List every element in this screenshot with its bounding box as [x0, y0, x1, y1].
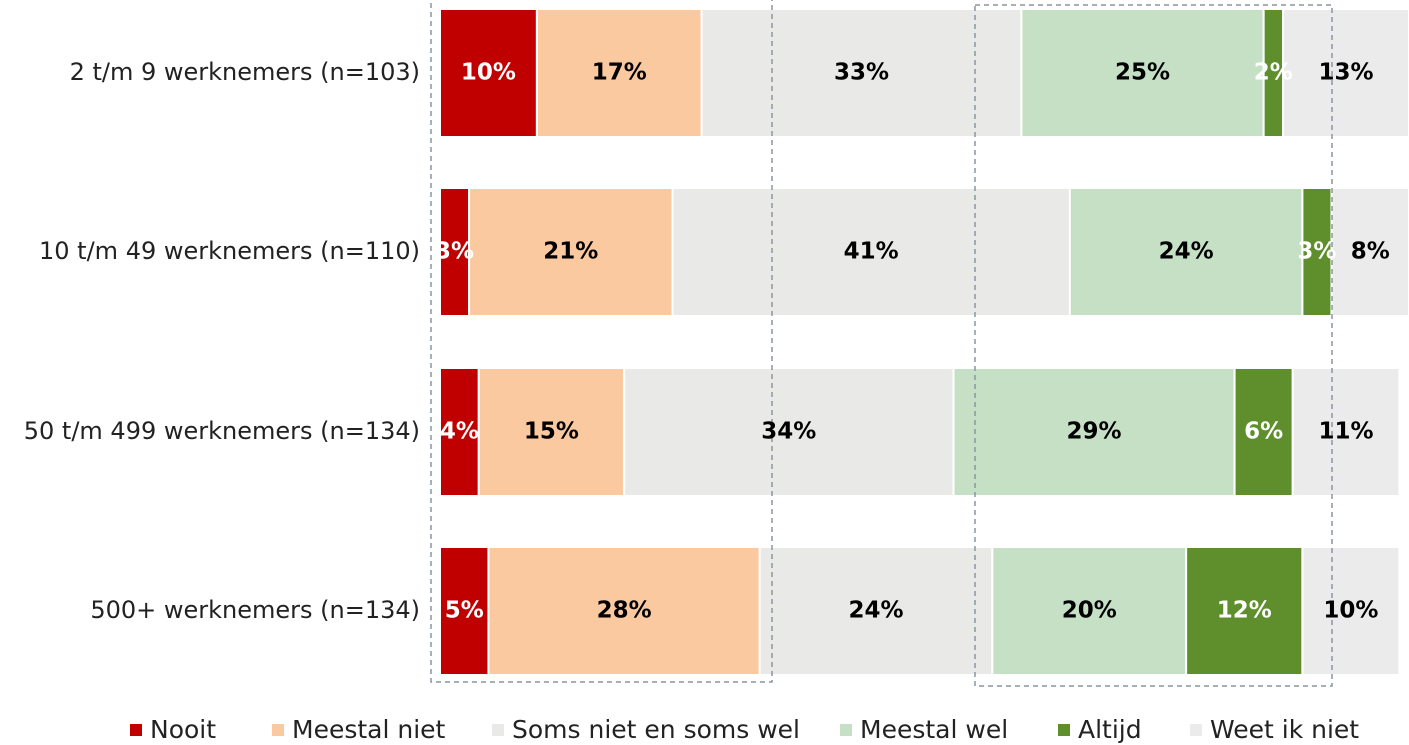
legend-label: Nooit	[150, 715, 216, 744]
value-label: 20%	[1062, 598, 1117, 624]
legend-label: Meestal wel	[860, 715, 1008, 744]
legend-swatch	[492, 724, 504, 736]
legend-swatch	[272, 724, 284, 736]
bar-segment	[1291, 367, 1401, 497]
bar-segment	[758, 546, 994, 676]
bar-segment	[439, 546, 490, 676]
value-label: 3%	[1297, 239, 1336, 265]
value-label: 11%	[1318, 419, 1373, 445]
value-label: 17%	[592, 60, 647, 86]
bar-segment	[700, 8, 1023, 138]
legend-swatch	[1058, 724, 1070, 736]
legend-label: Weet ik niet	[1210, 715, 1359, 744]
value-label: 13%	[1318, 60, 1373, 86]
value-label: 21%	[543, 239, 598, 265]
value-label: 3%	[435, 239, 474, 265]
bar-segment	[439, 187, 471, 317]
bar-segment	[623, 367, 955, 497]
category-label: 500+ werknemers (n=134)	[90, 596, 420, 624]
category-label: 10 t/m 49 werknemers (n=110)	[39, 237, 420, 265]
category-label: 2 t/m 9 werknemers (n=103)	[70, 58, 420, 86]
bar-segment	[477, 367, 626, 497]
bar-segment	[439, 8, 538, 138]
value-label: 29%	[1067, 419, 1122, 445]
value-label: 10%	[1323, 598, 1378, 624]
bar-segment	[1185, 546, 1304, 676]
bar-segment	[1020, 8, 1265, 138]
legend-label: Meestal niet	[292, 715, 446, 744]
value-label: 10%	[461, 60, 516, 86]
value-label: 34%	[761, 419, 816, 445]
legend-swatch	[130, 724, 142, 736]
value-label: 8%	[1351, 239, 1390, 265]
bar-segment	[535, 8, 703, 138]
highlight-box	[430, 0, 773, 683]
value-label: 4%	[440, 419, 479, 445]
legend-swatch	[1190, 724, 1202, 736]
value-label: 25%	[1115, 60, 1170, 86]
value-label: 24%	[1159, 239, 1214, 265]
bar-segment	[991, 546, 1188, 676]
category-label: 50 t/m 499 werknemers (n=134)	[24, 417, 420, 445]
value-label: 2%	[1254, 60, 1293, 86]
value-label: 12%	[1217, 598, 1272, 624]
bar-segment	[468, 187, 674, 317]
value-label: 41%	[844, 239, 899, 265]
value-label: 28%	[597, 598, 652, 624]
value-label: 33%	[834, 60, 889, 86]
bar-segment	[1301, 546, 1401, 676]
bar-segment	[952, 367, 1236, 497]
legend-label: Soms niet en soms wel	[512, 715, 800, 744]
legend-swatch	[840, 724, 852, 736]
value-label: 24%	[849, 598, 904, 624]
bar-segment	[439, 367, 480, 497]
bar-segment	[1282, 8, 1409, 138]
legend-label: Altijd	[1078, 715, 1142, 744]
value-label: 5%	[445, 598, 484, 624]
value-label: 15%	[524, 419, 579, 445]
highlight-box	[974, 4, 1333, 687]
value-label: 6%	[1244, 419, 1283, 445]
bars	[439, 8, 1409, 676]
bar-segment	[487, 546, 761, 676]
